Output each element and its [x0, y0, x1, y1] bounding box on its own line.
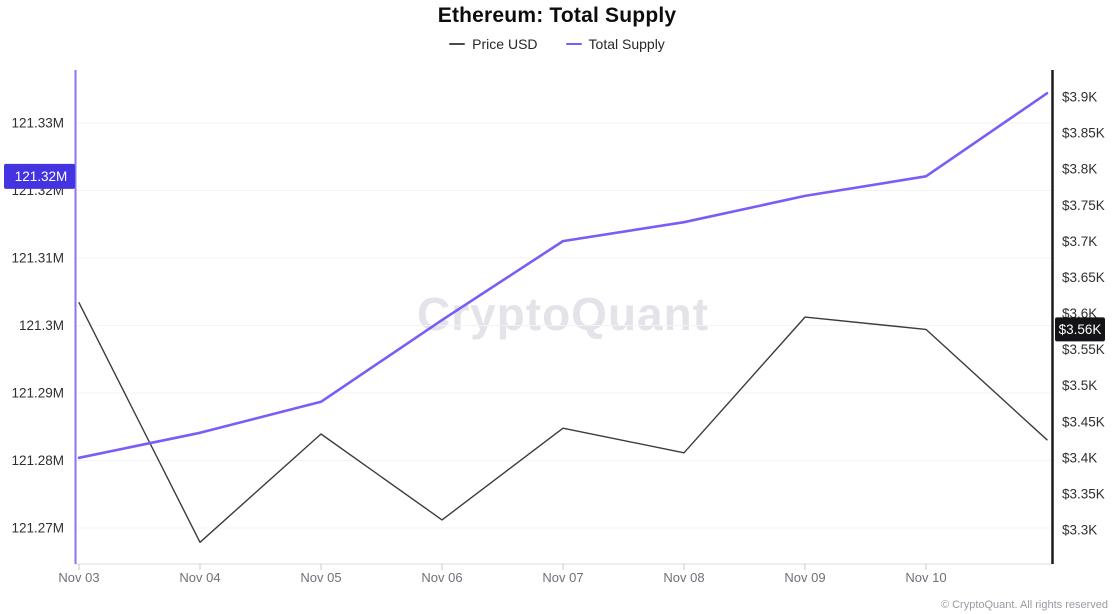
supply-value-badge-label: 121.32M [15, 169, 68, 184]
x-axis-tick-label: Nov 03 [58, 570, 99, 585]
right-axis-tick-label: $3.45K [1062, 414, 1105, 429]
legend: Price USD Total Supply [0, 36, 1114, 52]
x-axis-tick-label: Nov 10 [905, 570, 946, 585]
price-line [78, 302, 1048, 543]
price-value-badge [1055, 317, 1105, 342]
copyright: © CryptoQuant. All rights reserved [940, 599, 1108, 611]
price-line-swatch [449, 42, 466, 46]
chart-title: Ethereum: Total Supply [437, 4, 677, 27]
supply-line [77, 92, 1049, 460]
left-axis-tick-label: 121.31M [11, 251, 64, 266]
right-axis-tick-label: $3.75K [1062, 198, 1105, 213]
right-axis-tick-label: $3.9K [1062, 90, 1097, 105]
left-axis-tick-label: 121.33M [11, 116, 64, 131]
legend-label-total-supply: Total Supply [588, 36, 665, 52]
right-axis-tick-label: $3.8K [1062, 162, 1097, 177]
x-axis-tick-label: Nov 04 [179, 570, 220, 585]
right-axis-tick-label: $3.65K [1062, 270, 1105, 285]
legend-item-price-usd[interactable]: Price USD [449, 36, 538, 52]
x-axis-tick-label: Nov 07 [542, 570, 583, 585]
right-axis-tick-label: $3.35K [1062, 486, 1105, 501]
left-axis-tick-label: 121.27M [11, 521, 64, 536]
left-axis-tick-label: 121.29M [11, 386, 64, 401]
legend-item-total-supply[interactable]: Total Supply [565, 36, 665, 52]
supply-line-swatch [565, 42, 582, 46]
right-axis-tick-label: $3.4K [1062, 450, 1097, 465]
right-axis-tick-label: $3.5K [1062, 378, 1097, 393]
right-axis-tick-label: $3.6K [1062, 306, 1097, 321]
left-axis-tick-label: 121.3M [19, 318, 64, 333]
right-axis-tick-label: $3.85K [1062, 126, 1105, 141]
supply-value-badge [4, 163, 75, 189]
watermark: CryptoQuant [416, 288, 710, 340]
right-axis-tick-label: $3.55K [1062, 342, 1105, 357]
x-axis-tick-label: Nov 08 [663, 570, 704, 585]
legend-label-price-usd: Price USD [472, 36, 538, 52]
x-axis-tick-label: Nov 06 [421, 570, 462, 585]
left-axis-tick-label: 121.28M [11, 453, 64, 468]
right-axis-tick-label: $3.7K [1062, 234, 1097, 249]
x-axis-tick-label: Nov 09 [784, 570, 825, 585]
price-value-badge-label: $3.56K [1059, 322, 1102, 337]
x-axis-tick-label: Nov 05 [300, 570, 341, 585]
right-axis-tick-label: $3.3K [1062, 523, 1097, 538]
